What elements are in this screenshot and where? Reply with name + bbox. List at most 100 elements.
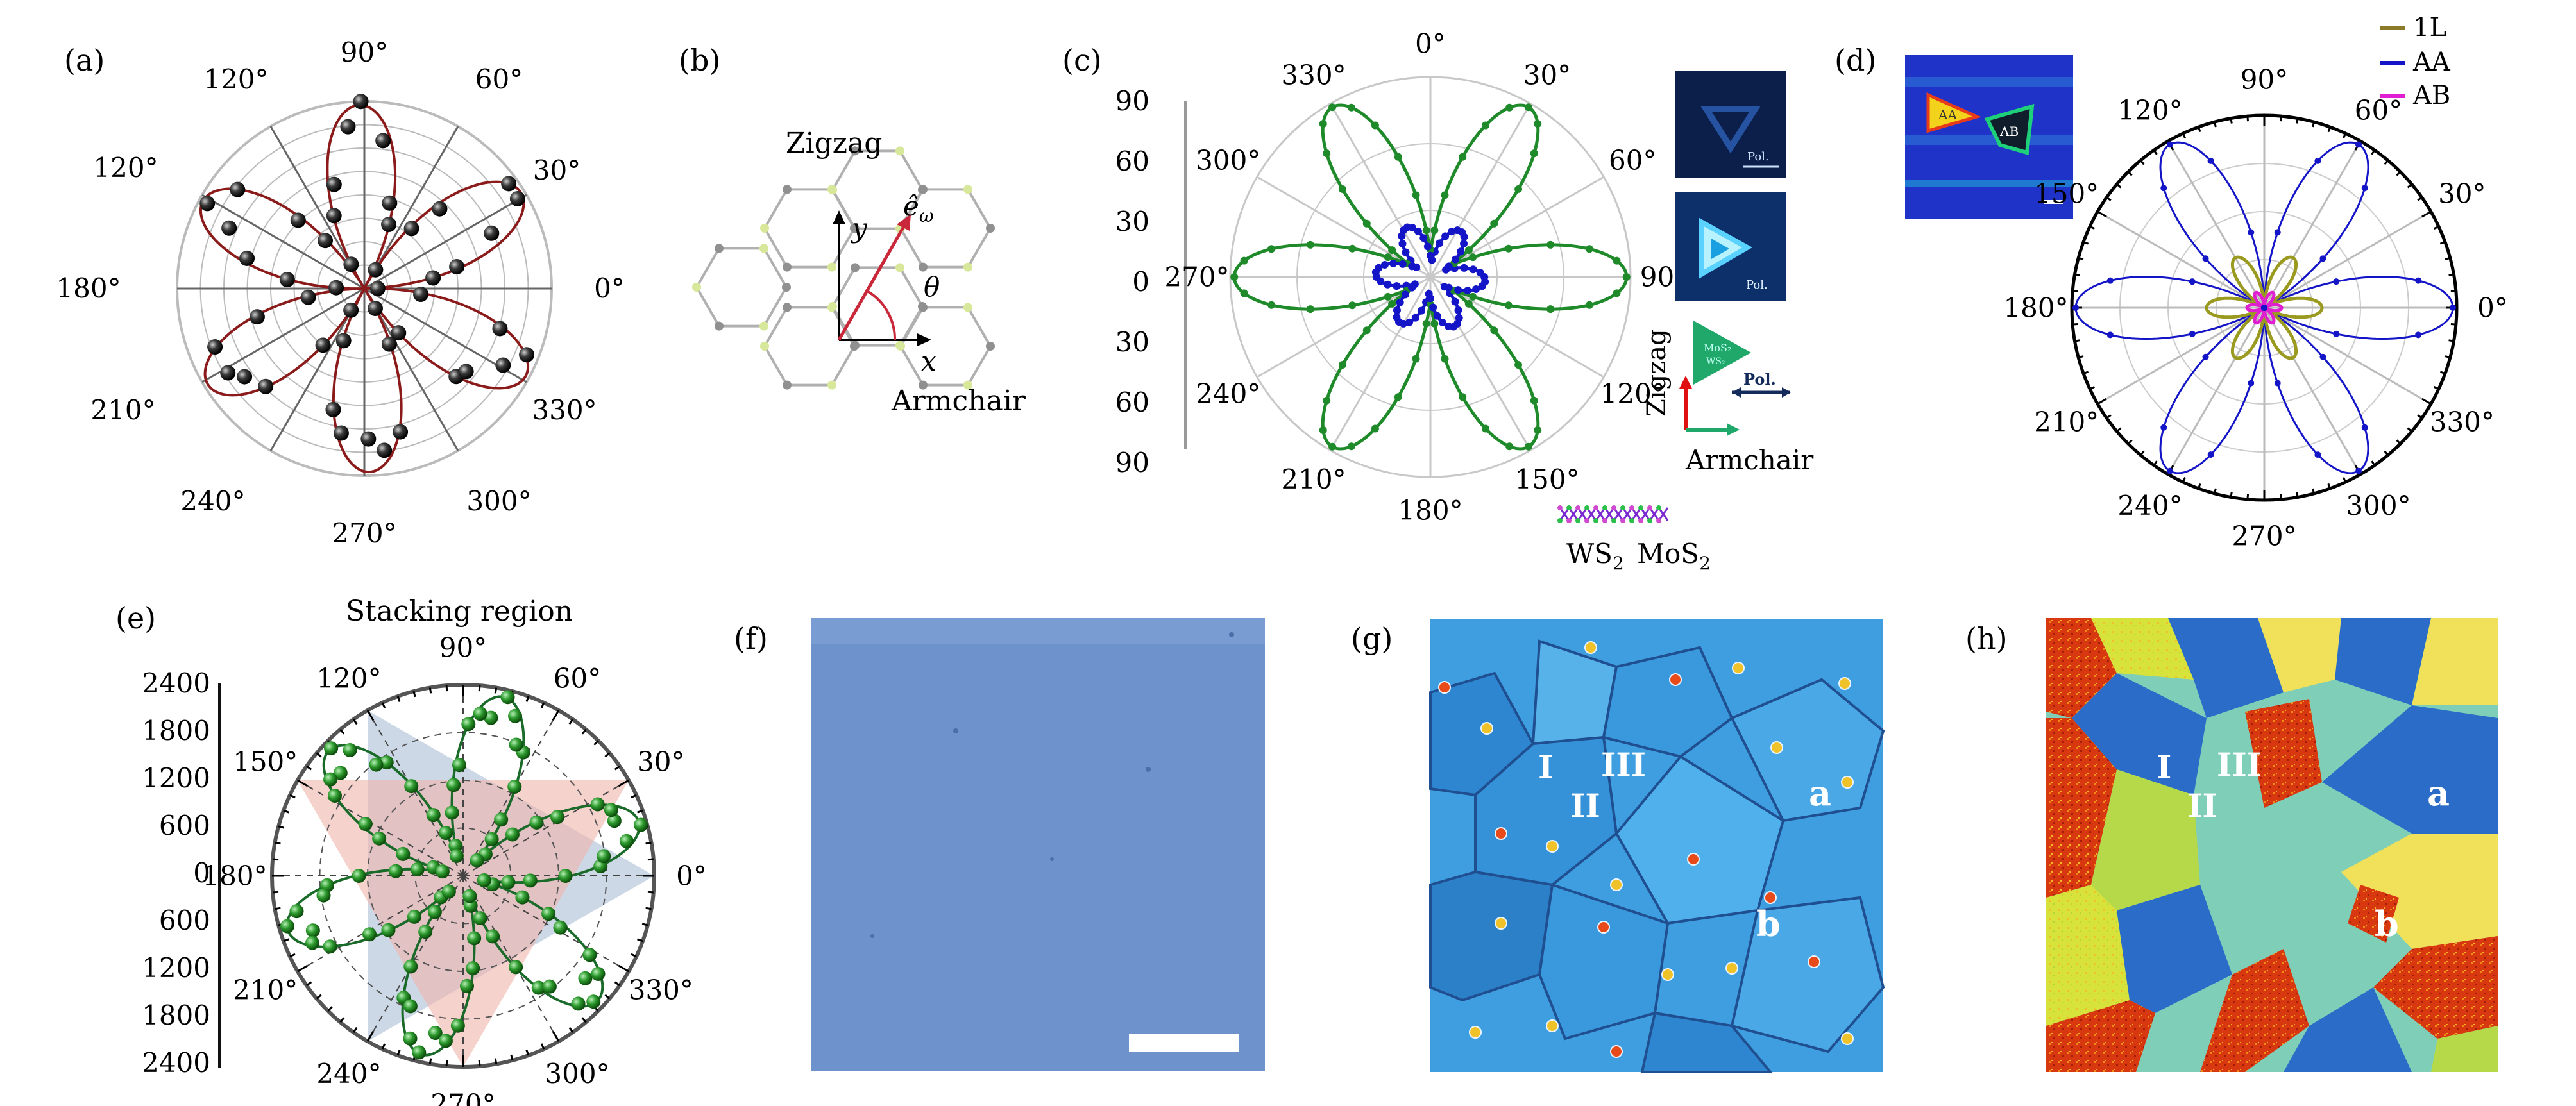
radial-tick-label: 600	[159, 810, 210, 841]
atom	[1629, 518, 1634, 523]
radial-tick-label: 90	[1115, 447, 1149, 478]
data-point	[199, 196, 216, 212]
mos2-label: MoS2	[1637, 538, 1711, 574]
data-point	[325, 401, 341, 417]
radial-tick-label: 60	[1115, 387, 1149, 418]
tick	[2312, 121, 2316, 128]
atom	[1611, 505, 1616, 510]
green-point	[1546, 240, 1555, 249]
tick	[614, 981, 620, 987]
data-point	[382, 195, 398, 211]
inner-triangle-icon	[1711, 239, 1729, 259]
angle-label: 240°	[1196, 378, 1260, 410]
hotspot	[1841, 1032, 1854, 1045]
panel-b-label: (b)	[679, 43, 720, 78]
hotspot	[1610, 878, 1623, 891]
data-point	[484, 225, 500, 241]
speck-4	[870, 934, 874, 938]
blue-point	[1469, 265, 1477, 274]
inset-stripe-1	[1905, 77, 2073, 87]
atom	[986, 342, 995, 351]
tick	[637, 938, 643, 943]
blue-point	[1476, 269, 1484, 277]
tick	[366, 710, 375, 721]
atom	[759, 244, 768, 253]
tick	[2407, 427, 2412, 432]
data-point	[279, 271, 295, 287]
honeycomb-lattice	[692, 146, 995, 390]
panel-e-curve	[280, 690, 648, 1060]
tick	[278, 825, 285, 829]
hotspot	[1669, 673, 1682, 686]
aa-point	[2319, 353, 2326, 360]
panel-c-grid	[1229, 76, 1632, 478]
data-point	[449, 258, 465, 274]
green-point	[1505, 103, 1514, 112]
atom	[827, 380, 836, 390]
panel-a: (a) 90° 60° 30° 0° 330° 300° 270° 240° 2…	[56, 37, 624, 549]
tick	[581, 1017, 587, 1023]
green-point	[1388, 246, 1396, 255]
data-point	[369, 757, 384, 772]
data-point	[586, 994, 601, 1009]
data-point	[407, 909, 421, 924]
green-point	[1347, 442, 1355, 451]
green-point	[1384, 253, 1392, 262]
grid-spoke	[462, 780, 629, 876]
data-point	[258, 378, 274, 394]
data-point	[441, 884, 456, 899]
data-point	[403, 999, 418, 1014]
data-point	[494, 812, 509, 827]
data-point	[604, 803, 618, 817]
atom	[760, 342, 769, 351]
tick	[2296, 118, 2299, 124]
angle-label: 60°	[1609, 145, 1656, 176]
tick	[2296, 492, 2299, 498]
data-point	[509, 737, 523, 752]
tick	[2140, 160, 2145, 165]
panel-c-curves	[1230, 103, 1631, 451]
inset-stripe-2	[1905, 135, 2073, 145]
green-point	[1348, 244, 1357, 253]
tick	[2074, 273, 2080, 276]
data-point	[249, 309, 265, 325]
blue-point	[1453, 226, 1462, 235]
tick	[289, 794, 296, 799]
inset-mos2-label: MoS₂	[1704, 342, 1731, 354]
tick	[2089, 225, 2095, 230]
tick	[283, 809, 289, 814]
atom	[1557, 518, 1563, 523]
angle-label: 150°	[1514, 464, 1579, 495]
g-mark-a: a	[1809, 773, 1831, 814]
data-point	[507, 779, 522, 794]
panel-a-angle-0: 0°	[594, 272, 625, 304]
data-point	[515, 890, 530, 905]
blue-point	[1445, 283, 1453, 292]
tick	[2448, 339, 2454, 342]
tick	[645, 841, 652, 845]
atom	[1602, 505, 1607, 510]
tick	[289, 953, 296, 958]
data-point	[597, 849, 611, 864]
data-point	[412, 1045, 427, 1060]
green-point	[1362, 326, 1371, 335]
aa-point	[2355, 467, 2362, 474]
data-point	[619, 834, 634, 848]
angle-label: 180°	[1398, 495, 1462, 526]
blue-point	[1481, 278, 1489, 286]
pol-label-3: Pol.	[1743, 370, 1776, 389]
tick	[645, 907, 652, 910]
hotspot	[1770, 741, 1783, 754]
optical-image-highlight	[811, 618, 1265, 644]
green-point	[1348, 301, 1357, 310]
tick	[2106, 414, 2112, 419]
heterostructure-triangle-icon	[1693, 321, 1751, 385]
tick	[339, 1017, 345, 1023]
blue-point	[1460, 264, 1468, 272]
tick	[2434, 225, 2439, 230]
blue-point	[1377, 277, 1385, 285]
data-point	[501, 875, 516, 889]
aa-point	[2361, 185, 2368, 192]
panel-a-angle-330: 330°	[532, 394, 597, 426]
angle-label: 300°	[545, 1058, 609, 1089]
